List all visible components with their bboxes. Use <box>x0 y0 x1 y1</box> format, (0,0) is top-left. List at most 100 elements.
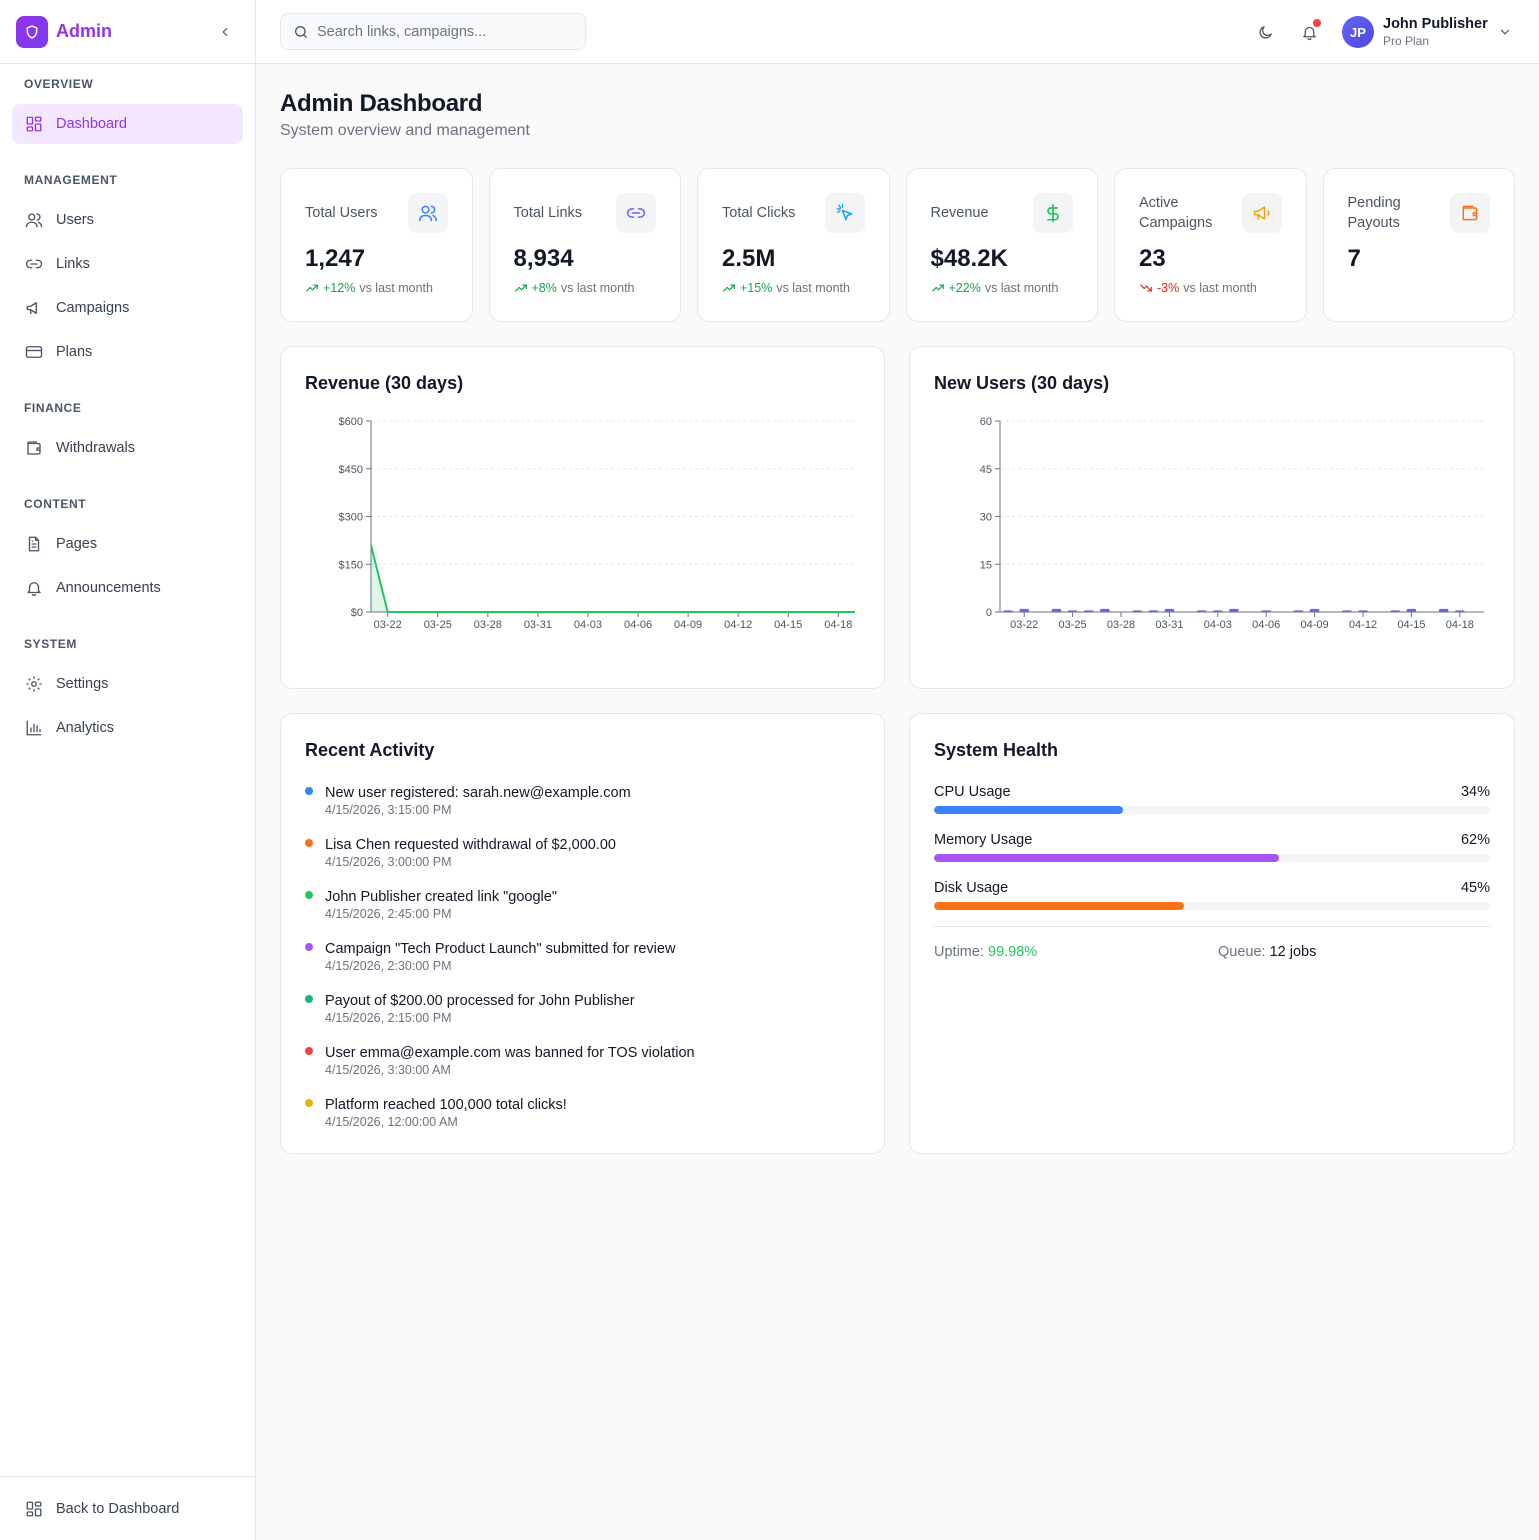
bar <box>1003 610 1013 612</box>
stat-value: 8,934 <box>513 245 574 272</box>
back-to-dashboard-link[interactable]: Back to Dashboard <box>12 1489 243 1529</box>
nav-heading: FINANCE <box>24 401 82 415</box>
x-tick-label: 04-12 <box>724 619 752 631</box>
stat-card-total-users: Total Users 1,247 +12% vs last month <box>280 168 473 322</box>
nav-heading: OVERVIEW <box>24 77 94 91</box>
bar <box>1067 610 1078 612</box>
stat-suffix: vs last month <box>359 281 433 295</box>
health-value: 45% <box>1460 880 1490 896</box>
link-icon <box>24 254 44 274</box>
trending-up-icon <box>306 284 318 292</box>
activity-dot <box>305 1047 313 1055</box>
sidebar-item-label: Settings <box>56 676 109 692</box>
avatar: JP <box>1342 16 1374 48</box>
sidebar-footer: Back to Dashboard <box>0 1476 255 1540</box>
x-tick-label: 03-22 <box>1010 619 1038 631</box>
bar <box>1293 610 1304 612</box>
stat-trend: +8% vs last month <box>514 281 635 295</box>
sidebar-nav: OVERVIEW Dashboard MANAGEMENT Users L <box>0 76 255 748</box>
brand-name: Admin <box>56 21 112 41</box>
panel-title: Recent Activity <box>305 740 435 760</box>
x-tick-label: 04-09 <box>1301 619 1329 631</box>
notifications-button[interactable] <box>1297 19 1321 44</box>
x-tick-label: 04-18 <box>1446 619 1474 631</box>
trending-down-icon <box>1140 284 1152 292</box>
stat-trend: -3% vs last month <box>1139 281 1257 295</box>
collapse-sidebar-button[interactable] <box>215 22 235 42</box>
user-menu[interactable]: JP John Publisher Pro Plan <box>1342 15 1512 49</box>
x-tick-label: 04-18 <box>824 619 852 631</box>
activity-item: User emma@example.com was banned for TOS… <box>305 1044 865 1096</box>
y-tick-label: $450 <box>339 464 363 476</box>
dashboard-icon <box>24 1499 44 1519</box>
queue-stat: Queue: 12 jobs <box>1218 944 1316 960</box>
activity-text: Payout of $200.00 processed for John Pub… <box>325 993 635 1009</box>
sidebar-item-analytics[interactable]: Analytics <box>12 708 243 748</box>
sidebar-item-campaigns[interactable]: Campaigns <box>12 288 243 328</box>
sidebar-item-label: Links <box>56 256 90 272</box>
sidebar-item-settings[interactable]: Settings <box>12 664 243 704</box>
x-tick-label: 03-31 <box>524 619 552 631</box>
stat-label: Revenue <box>930 205 989 221</box>
x-tick-label: 03-25 <box>424 619 452 631</box>
progress-fill <box>934 854 1279 862</box>
sidebar-item-dashboard[interactable]: Dashboard <box>12 104 243 144</box>
nav-heading: CONTENT <box>24 497 87 511</box>
activity-item: Payout of $200.00 processed for John Pub… <box>305 992 865 1044</box>
dark-mode-toggle[interactable] <box>1253 20 1277 44</box>
activity-item: Platform reached 100,000 total clicks! 4… <box>305 1096 865 1148</box>
bar <box>1406 608 1417 612</box>
new-users-chart-panel: New Users (30 days) 0 15 30 45 60 03-22 03-25 0… <box>909 346 1515 689</box>
bar <box>1164 608 1175 612</box>
wallet-icon <box>1450 193 1490 233</box>
chevron-down-icon <box>1500 29 1509 35</box>
system-health-panel: System Health CPU Usage 34% Memory Usage… <box>909 713 1515 1154</box>
stat-suffix: vs last month <box>984 281 1059 295</box>
sidebar-item-pages[interactable]: Pages <box>12 524 243 564</box>
y-tick-label: $600 <box>339 416 363 428</box>
activity-time: 4/15/2026, 2:15:00 PM <box>325 1011 452 1025</box>
activity-item: New user registered: sarah.new@example.c… <box>305 784 865 836</box>
stat-value: 7 <box>1347 245 1361 272</box>
shield-logo-icon <box>16 15 48 48</box>
x-tick-label: 04-06 <box>624 619 652 631</box>
stat-suffix: vs last month <box>1183 281 1257 295</box>
search-box <box>280 13 586 50</box>
activity-list: New user registered: sarah.new@example.c… <box>305 784 865 1148</box>
bar <box>1390 610 1401 612</box>
sidebar-item-label: Campaigns <box>56 300 130 316</box>
sidebar-item-announcements[interactable]: Announcements <box>12 568 243 608</box>
sidebar-item-withdrawals[interactable]: Withdrawals <box>12 428 243 468</box>
nav-section-content: CONTENT Pages Announcements <box>0 496 255 608</box>
x-tick-label: 04-06 <box>1252 619 1280 631</box>
activity-time: 4/15/2026, 3:30:00 AM <box>325 1063 451 1077</box>
sidebar-item-links[interactable]: Links <box>12 244 243 284</box>
sidebar-item-plans[interactable]: Plans <box>12 332 243 372</box>
bar-chart-icon <box>24 718 44 738</box>
notification-badge <box>1313 19 1321 27</box>
stat-value: $48.2K <box>930 245 1008 272</box>
stat-label: Active Campaigns <box>1139 195 1213 231</box>
x-tick-label: 03-28 <box>1107 619 1135 631</box>
trending-up-icon <box>514 284 527 292</box>
sidebar-item-label: Withdrawals <box>56 440 135 456</box>
chevron-left-icon <box>222 27 228 37</box>
activity-dot <box>305 943 313 951</box>
stat-card-total-links: Total Links 8,934 +8% vs last month <box>488 168 681 322</box>
dollar-icon <box>1033 193 1073 233</box>
search-input[interactable] <box>317 23 577 40</box>
megaphone-icon <box>24 298 44 318</box>
activity-text: New user registered: sarah.new@example.c… <box>325 785 631 801</box>
queue-label: Queue: <box>1218 944 1266 960</box>
stat-trend: +12% vs last month <box>305 281 433 295</box>
y-tick-label: 30 <box>980 512 992 524</box>
activity-dot <box>305 1099 313 1107</box>
stat-value: 1,247 <box>305 245 366 272</box>
search-icon <box>295 25 307 38</box>
sidebar-item-users[interactable]: Users <box>12 200 243 240</box>
progress-track <box>934 902 1490 910</box>
activity-dot <box>305 995 313 1003</box>
bar <box>1454 610 1465 612</box>
link-icon <box>616 193 656 233</box>
recent-activity-panel: Recent Activity New user registered: sar… <box>280 713 885 1154</box>
